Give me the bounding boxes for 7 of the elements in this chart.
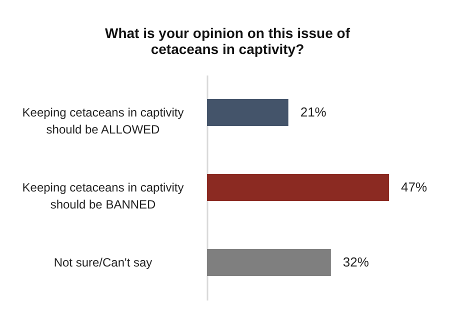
y-tick-label: Keeping cetaceans in captivity should be ALLOWED (22, 106, 184, 136)
data-label: 21% (300, 104, 327, 120)
y-tick-label: Keeping cetaceans in captivity should be BANNED (22, 180, 184, 212)
data-label: 47% (401, 180, 428, 194)
y-tick-label: Not sure/Can't say (54, 256, 152, 270)
data-label: 32% (342, 254, 370, 270)
chart-title: What is your opinion on this issue of cetaceans in captivity? (105, 25, 350, 57)
